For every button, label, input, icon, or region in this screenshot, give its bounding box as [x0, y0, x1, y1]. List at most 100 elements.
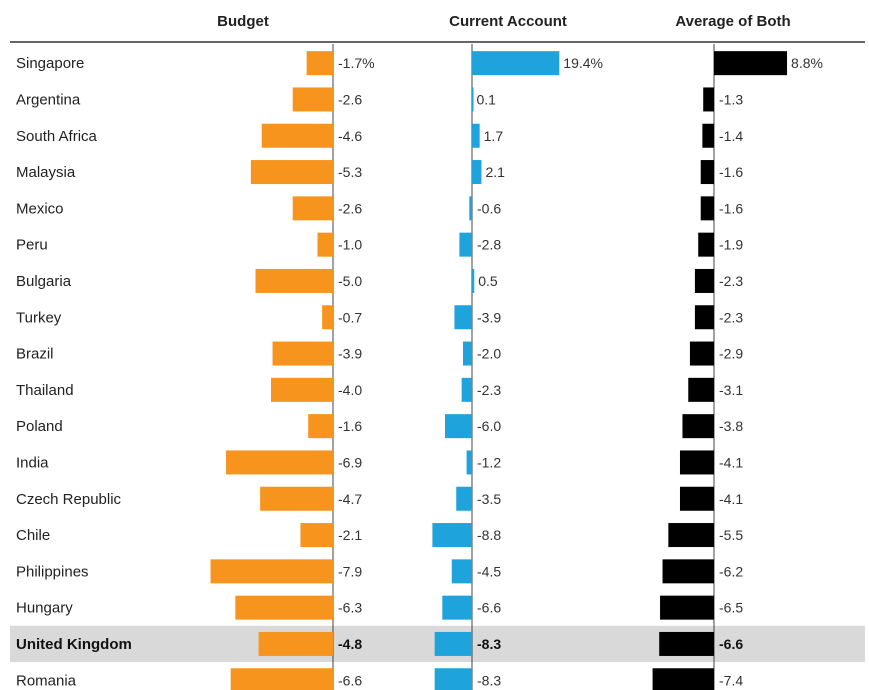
- bar-2-2: [702, 123, 714, 148]
- data-label-2-13: -5.5: [719, 527, 743, 543]
- data-label-0-11: -6.9: [338, 454, 362, 470]
- data-label-2-15: -6.5: [719, 600, 743, 616]
- data-label-2-14: -6.2: [719, 563, 743, 579]
- bar-2-6: [694, 268, 714, 293]
- bar-0-2: [261, 123, 333, 148]
- data-label-1-0: 19.4%: [563, 55, 603, 71]
- bar-2-16: [659, 631, 714, 656]
- column-header-2: Average of Both: [675, 13, 790, 30]
- data-label-2-0: 8.8%: [791, 55, 823, 71]
- data-label-2-12: -4.1: [719, 491, 743, 507]
- bar-2-9: [688, 377, 714, 402]
- bar-1-3: [472, 160, 482, 185]
- bar-1-9: [461, 377, 472, 402]
- data-label-0-7: -0.7: [338, 309, 362, 325]
- bar-1-4: [469, 196, 472, 221]
- data-label-1-11: -1.2: [477, 454, 501, 470]
- category-label: Malaysia: [16, 164, 76, 181]
- bar-2-0: [714, 51, 788, 76]
- bar-0-14: [210, 559, 333, 584]
- category-label: Singapore: [16, 55, 84, 72]
- category-label: Romania: [16, 672, 77, 689]
- data-label-2-3: -1.6: [719, 164, 743, 180]
- bar-0-6: [255, 268, 333, 293]
- category-label: South Africa: [16, 128, 98, 145]
- data-label-1-3: 2.1: [485, 164, 505, 180]
- bar-0-5: [317, 232, 333, 257]
- category-label: Poland: [16, 418, 63, 435]
- bar-1-1: [472, 87, 474, 112]
- category-label: India: [16, 454, 49, 471]
- bar-2-12: [679, 486, 714, 511]
- data-label-1-1: 0.1: [476, 91, 496, 107]
- data-label-2-2: -1.4: [719, 128, 743, 144]
- data-label-0-0: -1.7%: [338, 55, 375, 71]
- data-label-0-15: -6.3: [338, 600, 362, 616]
- bar-2-8: [689, 341, 714, 366]
- bar-0-11: [226, 450, 333, 475]
- data-label-0-12: -4.7: [338, 491, 362, 507]
- data-label-0-2: -4.6: [338, 128, 362, 144]
- bar-2-7: [694, 305, 714, 330]
- bar-2-15: [660, 595, 714, 620]
- bar-2-3: [700, 160, 714, 185]
- data-label-2-11: -4.1: [719, 454, 743, 470]
- category-label: Hungary: [16, 600, 73, 617]
- bar-2-1: [703, 87, 714, 112]
- data-label-0-1: -2.6: [338, 91, 362, 107]
- category-label: Bulgaria: [16, 273, 72, 290]
- bar-1-6: [472, 268, 475, 293]
- data-label-2-10: -3.8: [719, 418, 743, 434]
- bar-2-5: [698, 232, 714, 257]
- column-header-0: Budget: [217, 13, 269, 30]
- data-label-0-9: -4.0: [338, 382, 362, 398]
- data-label-0-17: -6.6: [338, 672, 362, 688]
- bar-2-10: [682, 414, 714, 439]
- bar-2-14: [662, 559, 714, 584]
- category-label: Czech Republic: [16, 491, 122, 508]
- column-header-1: Current Account: [449, 13, 567, 30]
- data-label-0-13: -2.1: [338, 527, 362, 543]
- data-label-2-1: -1.3: [719, 91, 743, 107]
- data-label-1-10: -6.0: [477, 418, 501, 434]
- bar-0-0: [306, 51, 333, 76]
- bar-1-14: [451, 559, 472, 584]
- bar-2-13: [668, 523, 714, 548]
- bar-0-17: [230, 668, 333, 690]
- data-label-1-8: -2.0: [477, 346, 501, 362]
- data-label-1-2: 1.7: [484, 128, 504, 144]
- data-label-0-3: -5.3: [338, 164, 362, 180]
- data-label-2-17: -7.4: [719, 672, 743, 688]
- data-label-0-10: -1.6: [338, 418, 362, 434]
- data-label-1-6: 0.5: [478, 273, 498, 289]
- bar-1-12: [456, 486, 472, 511]
- bar-0-15: [235, 595, 333, 620]
- bar-0-4: [292, 196, 333, 221]
- bar-0-10: [308, 414, 333, 439]
- data-label-0-16: -4.8: [338, 636, 362, 652]
- data-label-1-7: -3.9: [477, 309, 501, 325]
- data-label-1-16: -8.3: [477, 636, 501, 652]
- data-label-0-14: -7.9: [338, 563, 362, 579]
- category-label: Mexico: [16, 200, 64, 217]
- category-label: Chile: [16, 527, 50, 544]
- data-label-1-4: -0.6: [477, 200, 501, 216]
- bar-1-10: [445, 414, 472, 439]
- bar-1-5: [459, 232, 472, 257]
- bar-0-12: [260, 486, 333, 511]
- category-label: Peru: [16, 237, 48, 254]
- category-label: Philippines: [16, 563, 89, 580]
- data-label-1-14: -4.5: [477, 563, 501, 579]
- data-label-0-4: -2.6: [338, 200, 362, 216]
- data-label-2-4: -1.6: [719, 200, 743, 216]
- data-label-1-13: -8.8: [477, 527, 501, 543]
- category-label: Turkey: [16, 309, 62, 326]
- bar-0-16: [258, 631, 333, 656]
- data-label-2-9: -3.1: [719, 382, 743, 398]
- category-label: United Kingdom: [16, 636, 132, 653]
- data-label-1-17: -8.3: [477, 672, 501, 688]
- data-label-1-9: -2.3: [477, 382, 501, 398]
- bar-2-11: [679, 450, 714, 475]
- bar-1-2: [472, 123, 480, 148]
